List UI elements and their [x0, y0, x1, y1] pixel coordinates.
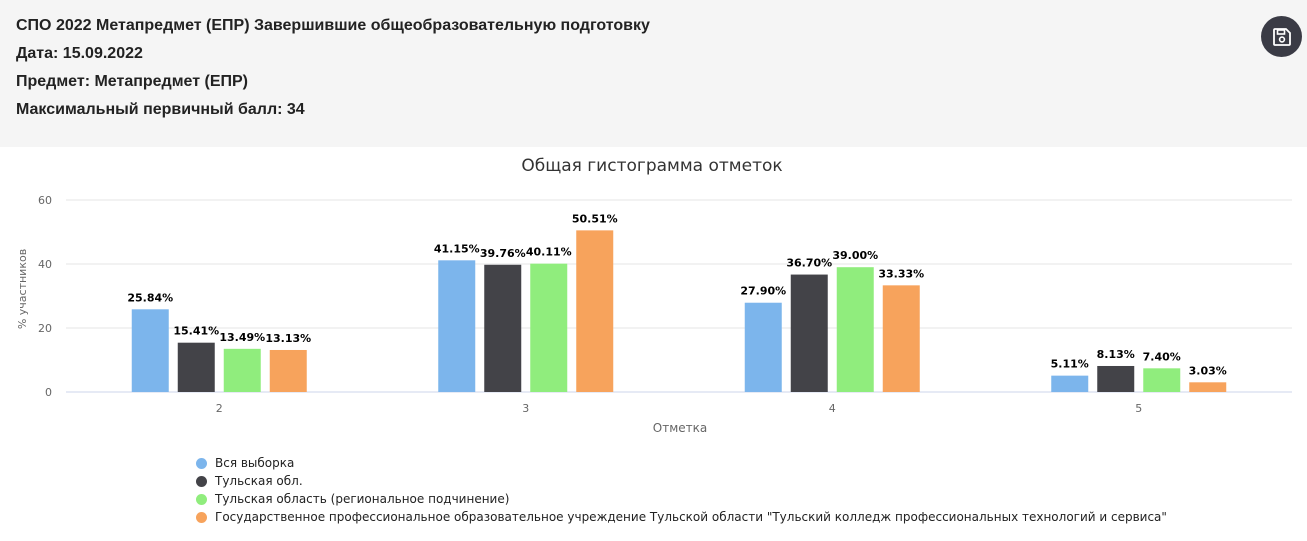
- bar[interactable]: [223, 348, 261, 392]
- save-button[interactable]: [1261, 16, 1302, 57]
- bar[interactable]: [438, 260, 476, 392]
- legend-item[interactable]: Вся выборка: [196, 454, 1167, 472]
- chart-title: Общая гистограмма отметок: [521, 156, 782, 176]
- chart-container: Общая гистограмма отметок % участников О…: [0, 147, 1307, 541]
- bar[interactable]: [484, 264, 522, 392]
- data-label: 15.41%: [173, 325, 219, 338]
- report-date: Дата: 15.09.2022: [16, 45, 143, 62]
- bar[interactable]: [131, 309, 169, 392]
- x-tick-label: 4: [829, 402, 836, 415]
- bar[interactable]: [576, 230, 614, 392]
- data-label: 41.15%: [434, 242, 480, 255]
- data-label: 7.40%: [1143, 350, 1181, 363]
- bar[interactable]: [269, 349, 307, 392]
- legend-label: Вся выборка: [215, 456, 295, 470]
- bar[interactable]: [882, 285, 920, 392]
- bar[interactable]: [1189, 382, 1227, 392]
- x-tick-label: 2: [216, 402, 223, 415]
- legend-label: Тульская обл.: [215, 474, 303, 488]
- data-label: 36.70%: [786, 257, 832, 270]
- data-label: 5.11%: [1051, 358, 1089, 371]
- legend-label: Государственное профессиональное образов…: [215, 510, 1167, 524]
- bar[interactable]: [744, 302, 782, 392]
- data-label: 8.13%: [1097, 348, 1135, 361]
- bar[interactable]: [836, 267, 874, 392]
- y-tick-label: 60: [38, 194, 52, 207]
- data-label: 50.51%: [572, 212, 618, 225]
- bar[interactable]: [530, 263, 568, 392]
- legend-marker-icon: [196, 457, 207, 469]
- report-max-score: Максимальный первичный балл: 34: [16, 101, 305, 118]
- y-axis-label: % участников: [16, 249, 29, 329]
- data-label: 39.76%: [480, 247, 526, 260]
- y-tick-label: 20: [38, 322, 52, 335]
- data-label: 3.03%: [1189, 364, 1227, 377]
- bar[interactable]: [177, 342, 215, 392]
- bar[interactable]: [1143, 368, 1181, 392]
- legend-label: Тульская область (региональное подчинени…: [215, 492, 510, 506]
- data-label: 39.00%: [832, 249, 878, 262]
- bar[interactable]: [1097, 365, 1135, 392]
- legend-marker-icon: [196, 511, 207, 523]
- data-label: 13.49%: [219, 331, 265, 344]
- x-tick-label: 3: [522, 402, 529, 415]
- report-subject: Предмет: Метапредмет (ЕПР): [16, 73, 249, 90]
- legend-item[interactable]: Тульская обл.: [196, 472, 1167, 490]
- y-tick-label: 40: [38, 258, 52, 271]
- data-label: 33.33%: [878, 267, 924, 280]
- data-label: 40.11%: [526, 246, 572, 259]
- report-header: СПО 2022 Метапредмет (ЕПР) Завершившие о…: [0, 0, 1307, 147]
- bar[interactable]: [1051, 375, 1089, 392]
- data-label: 13.13%: [265, 332, 311, 345]
- legend-marker-icon: [196, 493, 207, 505]
- report-title: СПО 2022 Метапредмет (ЕПР) Завершившие о…: [16, 17, 650, 34]
- legend-item[interactable]: Тульская область (региональное подчинени…: [196, 490, 1167, 508]
- data-label: 27.90%: [740, 285, 786, 298]
- data-label: 25.84%: [127, 291, 173, 304]
- x-axis-label: Отметка: [653, 421, 707, 435]
- chart-legend: Вся выборка Тульская обл. Тульская область…: [196, 454, 1167, 526]
- legend-item[interactable]: Государственное профессиональное образов…: [196, 508, 1167, 526]
- histogram-chart: Общая гистограмма отметок % участников О…: [16, 156, 1292, 435]
- x-tick-label: 5: [1135, 402, 1142, 415]
- y-tick-label: 0: [45, 386, 52, 399]
- bar[interactable]: [790, 274, 828, 392]
- save-icon: [1272, 27, 1291, 46]
- legend-marker-icon: [196, 475, 207, 487]
